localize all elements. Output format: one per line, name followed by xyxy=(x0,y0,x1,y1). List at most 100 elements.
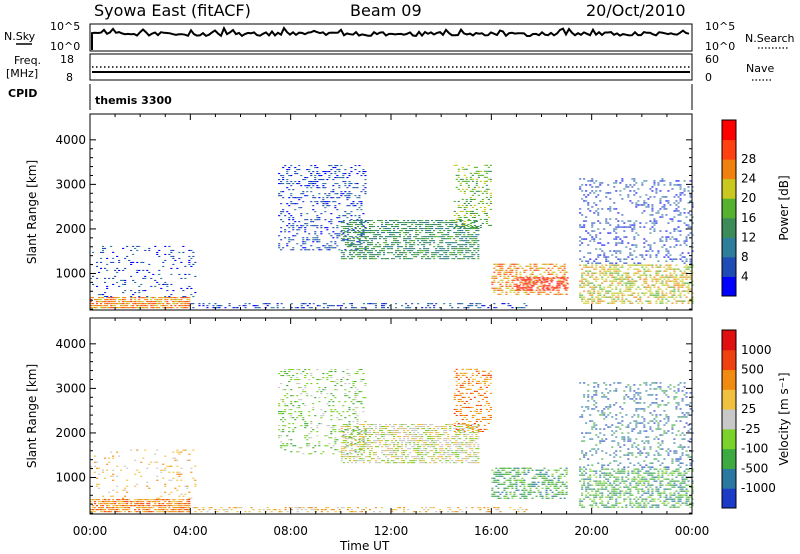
power-cell xyxy=(521,267,524,269)
power-cell xyxy=(437,226,440,228)
velocity-cell xyxy=(350,444,353,446)
velocity-cell xyxy=(310,373,313,375)
power-cell xyxy=(344,183,347,185)
velocity-cell xyxy=(344,447,347,449)
power-cell xyxy=(623,278,626,280)
power-cell xyxy=(605,222,608,224)
power-cell xyxy=(457,204,460,206)
power-cell xyxy=(659,278,662,280)
power-cell xyxy=(381,250,384,252)
power-cell xyxy=(485,164,488,166)
power-cell xyxy=(509,285,512,287)
power-cell xyxy=(148,263,151,265)
power-cell xyxy=(324,171,327,173)
power-cell xyxy=(96,301,99,303)
power-cell xyxy=(368,254,371,256)
power-cell xyxy=(605,218,608,220)
power-cell xyxy=(653,180,656,182)
power-cell xyxy=(665,230,668,232)
power-cell xyxy=(679,186,682,188)
power-cell xyxy=(298,169,301,171)
power-cell xyxy=(397,220,400,222)
velocity-cell xyxy=(174,501,177,503)
velocity-cell xyxy=(304,369,307,371)
power-cell xyxy=(657,250,660,252)
velocity-cell xyxy=(258,511,261,513)
power-cell xyxy=(439,222,442,224)
power-cell xyxy=(130,275,133,277)
velocity-cell xyxy=(160,471,163,473)
power-cell xyxy=(691,280,694,282)
power-cell xyxy=(469,234,472,236)
power-cell xyxy=(627,274,630,276)
power-cell xyxy=(659,198,662,200)
velocity-cell xyxy=(358,424,361,426)
power-cell xyxy=(677,180,680,182)
velocity-cell xyxy=(186,501,189,503)
power-cell xyxy=(316,167,319,169)
velocity-cell xyxy=(306,511,309,513)
power-cell xyxy=(621,198,624,200)
power-cell xyxy=(481,305,484,307)
power-cell xyxy=(479,170,482,172)
power-cell xyxy=(108,299,111,301)
power-cell xyxy=(292,227,295,229)
velocity-cell xyxy=(296,451,299,453)
power-cell xyxy=(591,300,594,302)
power-cell xyxy=(178,305,181,307)
power-cell xyxy=(471,194,474,196)
velocity-cell xyxy=(156,475,159,477)
power-cell xyxy=(441,250,444,252)
power-cell xyxy=(473,172,476,174)
power-cell xyxy=(651,250,654,252)
power-cell xyxy=(300,303,303,305)
velocity-cell xyxy=(350,387,353,389)
velocity-cell xyxy=(170,491,173,493)
power-cell xyxy=(627,288,630,290)
power-cell xyxy=(499,275,502,277)
power-cell xyxy=(529,267,532,269)
power-cell xyxy=(473,258,476,260)
power-cell xyxy=(581,214,584,216)
power-cell xyxy=(473,244,476,246)
power-cell xyxy=(521,307,524,309)
power-cell xyxy=(346,231,349,233)
power-cell xyxy=(342,233,345,235)
power-cell xyxy=(350,250,353,252)
velocity-cell xyxy=(150,507,153,509)
velocity-cell xyxy=(136,483,139,485)
power-cell xyxy=(286,203,289,205)
power-cell xyxy=(461,232,464,234)
power-cell xyxy=(546,289,549,291)
power-cell xyxy=(463,307,466,309)
power-cell xyxy=(184,296,187,298)
power-cell xyxy=(461,180,464,182)
power-cell xyxy=(683,208,686,210)
power-cell xyxy=(564,287,567,289)
power-cell xyxy=(344,195,347,197)
power-cell xyxy=(530,289,533,291)
velocity-cell xyxy=(296,511,299,513)
power-cell xyxy=(124,257,127,259)
power-cell xyxy=(513,285,516,287)
power-cell xyxy=(533,275,536,277)
power-cell xyxy=(661,284,664,286)
velocity-cell xyxy=(180,511,183,513)
power-cell xyxy=(465,230,468,232)
power-cell xyxy=(322,303,325,305)
power-cell xyxy=(399,234,402,236)
power-cell xyxy=(499,265,502,267)
velocity-cell xyxy=(144,507,147,509)
velocity-cell xyxy=(342,507,345,509)
power-cell xyxy=(599,254,602,256)
velocity-cell xyxy=(148,499,151,501)
power-cell xyxy=(360,203,363,205)
power-cell xyxy=(463,224,466,226)
velocity-cell xyxy=(280,383,283,385)
velocity-cell xyxy=(102,505,105,507)
power-cell xyxy=(607,270,610,272)
power-cell xyxy=(360,191,363,193)
power-cell xyxy=(645,222,648,224)
velocity-cell xyxy=(278,509,281,511)
power-cell xyxy=(354,195,357,197)
